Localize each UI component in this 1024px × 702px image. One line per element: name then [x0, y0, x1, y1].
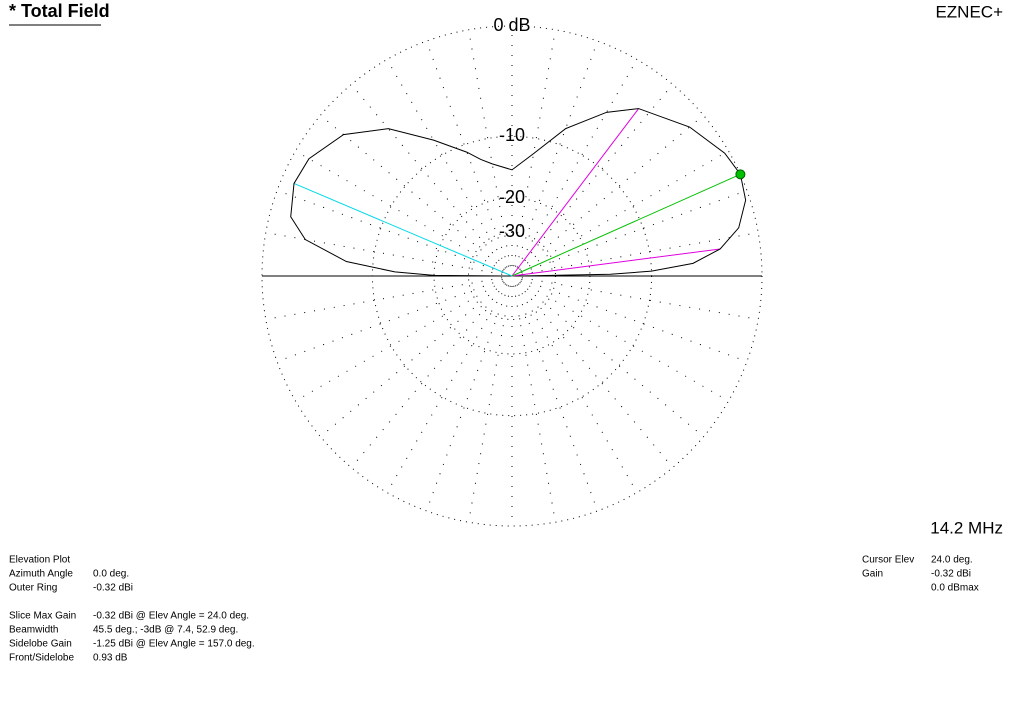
spoke: [521, 232, 759, 275]
sidelobe-line: [293, 183, 513, 277]
spoke: [295, 150, 504, 272]
spoke: [468, 29, 511, 267]
ring-label: 0 dB: [493, 15, 530, 35]
info-label: Gain: [862, 569, 883, 580]
spoke: [276, 190, 503, 274]
info-value: -0.32 dBi: [93, 583, 133, 594]
spoke: [514, 40, 598, 267]
spoke: [295, 280, 504, 402]
spoke: [320, 282, 505, 438]
info-value: 0.0 dBmax: [931, 583, 979, 594]
spoke: [265, 277, 503, 320]
info-label: Azimuth Angle: [9, 569, 73, 580]
info-value: -1.25 dBi @ Elev Angle = 157.0 deg.: [93, 639, 255, 650]
info-value: 24.0 deg.: [931, 555, 973, 566]
spoke: [350, 283, 506, 468]
info-value: -0.32 dBi: [931, 569, 971, 580]
ring-label: -30: [499, 221, 525, 241]
brand: EZNEC+: [935, 2, 1003, 21]
pattern-line: [290, 108, 747, 277]
beamwidth-line: [511, 108, 640, 277]
spoke: [468, 285, 511, 523]
info-value: 0.93 dB: [93, 653, 128, 664]
spoke: [520, 150, 729, 272]
info-label: Cursor Elev: [862, 555, 914, 566]
spoke: [513, 285, 556, 523]
spoke: [519, 114, 704, 270]
spoke: [516, 59, 638, 268]
info-label: Elevation Plot: [9, 555, 70, 566]
info-label: Slice Max Gain: [9, 611, 76, 622]
info-value: -0.32 dBi @ Elev Angle = 24.0 deg.: [93, 611, 249, 622]
spoke: [276, 278, 503, 362]
ring-label: -20: [499, 187, 525, 207]
chart-title: * Total Field: [9, 1, 110, 21]
spoke: [350, 84, 506, 269]
info-label: Front/Sidelobe: [9, 653, 74, 664]
spoke: [521, 277, 759, 320]
spoke: [386, 284, 508, 493]
spoke: [520, 280, 729, 402]
ring-label: -10: [499, 125, 525, 145]
info-label: Sidelobe Gain: [9, 639, 72, 650]
spoke: [516, 284, 638, 493]
spoke: [513, 29, 556, 267]
spoke: [265, 232, 503, 275]
spoke: [519, 282, 704, 438]
spoke: [426, 285, 510, 512]
spoke: [518, 283, 674, 468]
frequency: 14.2 MHz: [930, 518, 1003, 537]
spoke: [426, 40, 510, 267]
spoke: [514, 285, 598, 512]
info-label: Outer Ring: [9, 583, 57, 594]
spoke: [518, 84, 674, 269]
beamwidth-line: [511, 248, 721, 277]
spoke: [386, 59, 508, 268]
info-value: 0.0 deg.: [93, 569, 129, 580]
info-value: 45.5 deg.; -3dB @ 7.4, 52.9 deg.: [93, 625, 238, 636]
cursor-line: [511, 173, 741, 277]
spoke: [521, 278, 748, 362]
info-label: Beamwidth: [9, 625, 58, 636]
spoke: [320, 114, 505, 270]
spoke: [521, 190, 748, 274]
cursor-point: [735, 169, 746, 180]
